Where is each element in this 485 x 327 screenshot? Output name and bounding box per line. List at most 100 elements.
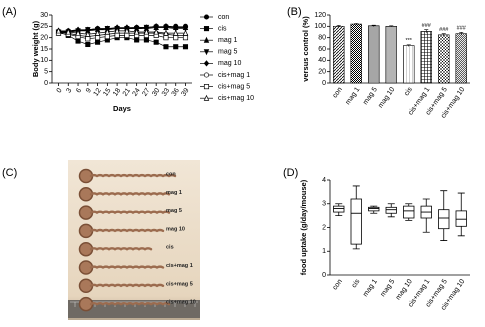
intestine	[89, 210, 171, 214]
marker	[143, 37, 149, 43]
x-tick-label: mag 10	[377, 86, 396, 109]
marker	[173, 35, 179, 41]
x-tick-label: 30	[151, 87, 161, 97]
x-tick-label: cis	[403, 86, 414, 97]
y-axis-label: food uptake (g/day/mouse)	[299, 179, 308, 275]
legend-label: mag 5	[218, 49, 238, 56]
legend-marker	[203, 60, 210, 67]
x-tick-label: mag 5	[379, 278, 396, 298]
bar	[368, 25, 380, 84]
bar	[333, 26, 345, 84]
error-bar	[441, 33, 446, 36]
error-bar	[336, 25, 341, 28]
bar	[455, 33, 467, 84]
marker	[94, 29, 101, 36]
error-bar	[354, 23, 359, 25]
x-tick-label: con	[332, 278, 344, 291]
x-tick-label: 15	[102, 87, 112, 97]
bar	[403, 45, 415, 84]
y-tick-label: 2	[322, 224, 326, 231]
y-tick-label: 60	[318, 46, 326, 53]
bar	[385, 26, 397, 84]
marker	[55, 27, 62, 34]
x-tick-label: 24	[132, 87, 142, 97]
y-tick-label: 0	[44, 80, 48, 87]
y-axis-label: versus control (%)	[301, 16, 310, 82]
legend-label: cis+mag 10	[218, 95, 254, 102]
y-tick-label: 20	[40, 35, 48, 42]
marker	[85, 36, 91, 42]
legend-label: cis	[218, 25, 227, 32]
marker	[172, 29, 179, 36]
x-tick-label: 33	[161, 87, 171, 97]
x-tick-label: mag 5	[362, 86, 379, 106]
x-tick-label: 12	[93, 87, 103, 97]
y-tick-label: 20	[318, 69, 326, 76]
photo-label: cis+mag 5	[166, 281, 193, 287]
panel-label: (D)	[283, 167, 298, 179]
photo-label: mag 1	[166, 190, 182, 196]
box	[385, 206, 397, 214]
x-tick-label: 3	[65, 87, 73, 94]
marker	[163, 35, 169, 41]
legend-label: cis+mag 5	[218, 83, 250, 90]
error-bar	[406, 44, 411, 47]
y-tick-label: 30	[40, 12, 48, 19]
photo-label: mag 10	[166, 226, 185, 232]
x-tick-label: 18	[112, 87, 122, 97]
y-tick-label: 3	[322, 201, 326, 208]
x-axis-label: Days	[113, 104, 131, 113]
x-tick-label: mag 1	[344, 86, 361, 106]
marker	[163, 44, 169, 50]
error-bar	[389, 25, 394, 27]
marker	[143, 28, 150, 35]
x-tick-label: 36	[171, 87, 181, 97]
marker	[182, 44, 189, 50]
y-tick-label: 10	[40, 57, 48, 64]
photo-label: mag 5	[166, 208, 182, 214]
bar	[350, 23, 362, 84]
x-tick-label: 39	[180, 87, 190, 97]
intestine-photo	[68, 160, 200, 320]
marker	[153, 39, 159, 45]
x-tick-label: 27	[141, 87, 151, 97]
significance-label: ###	[422, 23, 432, 29]
legend-label: mag 1	[218, 37, 238, 44]
marker	[65, 28, 72, 35]
intestine	[89, 283, 165, 288]
marker	[182, 29, 189, 36]
box	[333, 205, 345, 213]
marker	[182, 35, 189, 41]
error-bar	[371, 24, 376, 27]
y-tick-label: 0	[322, 80, 326, 87]
x-tick-label: con	[332, 86, 344, 99]
y-axis-label: Body weight (g)	[31, 20, 40, 77]
box	[403, 205, 415, 219]
marker	[134, 37, 140, 43]
y-tick-label: 25	[40, 23, 48, 30]
photo-label: cis+mag 1	[166, 263, 193, 269]
panel-label: (C)	[2, 167, 17, 179]
marker	[124, 27, 130, 34]
marker	[133, 28, 140, 35]
marker	[95, 35, 101, 41]
photo-label: cis	[166, 245, 174, 251]
y-tick-label: 5	[44, 69, 48, 76]
x-tick-label: 6	[75, 87, 83, 94]
y-tick-label: 15	[40, 46, 48, 53]
legend-label: cis+mag 1	[218, 72, 250, 79]
error-bar	[424, 29, 429, 34]
y-tick-label: 100	[314, 23, 326, 30]
panel-label: (A)	[2, 6, 17, 18]
photo-label: cis+mag 10	[166, 300, 196, 306]
significance-label: ***	[406, 38, 413, 44]
legend-label: mag 10	[218, 60, 241, 67]
intestine	[89, 247, 153, 251]
panel-label: (B)	[287, 6, 302, 18]
box	[455, 210, 467, 227]
marker	[124, 32, 130, 38]
y-tick-label: 1	[322, 248, 326, 255]
photo-label: con	[166, 171, 176, 177]
intestine	[89, 265, 165, 269]
